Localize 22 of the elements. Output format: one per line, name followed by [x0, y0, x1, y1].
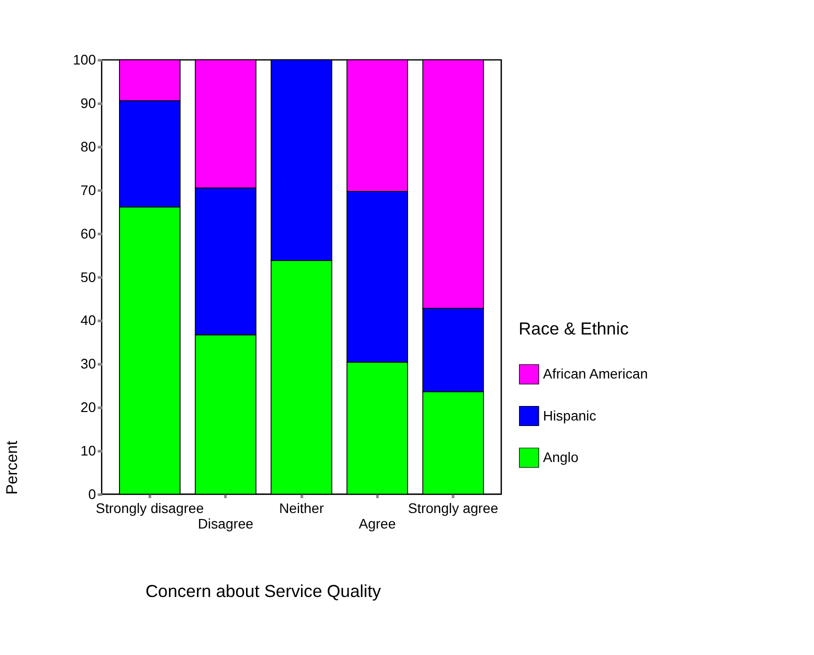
x-tick-label: Disagree — [198, 516, 254, 532]
y-tick-label: 30 — [80, 356, 96, 372]
y-tick-label: 40 — [80, 312, 96, 328]
y-tick-label: 50 — [80, 268, 96, 285]
x-tick-label: Strongly agree — [408, 500, 499, 516]
x-axis-title: Concern about Service Quality — [146, 581, 382, 602]
y-tick-label: 100 — [72, 52, 96, 68]
y-axis-title: Percent — [4, 440, 22, 495]
y-tick-label: 0 — [88, 486, 96, 502]
y-tick-label: 60 — [80, 225, 96, 242]
x-tick-label: Neither — [279, 500, 324, 516]
y-tick-label: 10 — [80, 442, 96, 459]
y-tick-label: 80 — [80, 138, 96, 154]
legend-label: Anglo — [542, 449, 579, 466]
legend-label: African American — [542, 366, 648, 382]
y-tick-label: 90 — [80, 95, 96, 112]
x-tick-label: Agree — [358, 516, 396, 532]
y-tick-label: 20 — [80, 399, 96, 416]
legend-title: Race & Ethnic — [518, 318, 629, 338]
y-tick-label: 70 — [80, 182, 96, 198]
legend-label: Hispanic — [542, 407, 596, 424]
x-tick-label: Strongly disagree — [96, 500, 204, 516]
